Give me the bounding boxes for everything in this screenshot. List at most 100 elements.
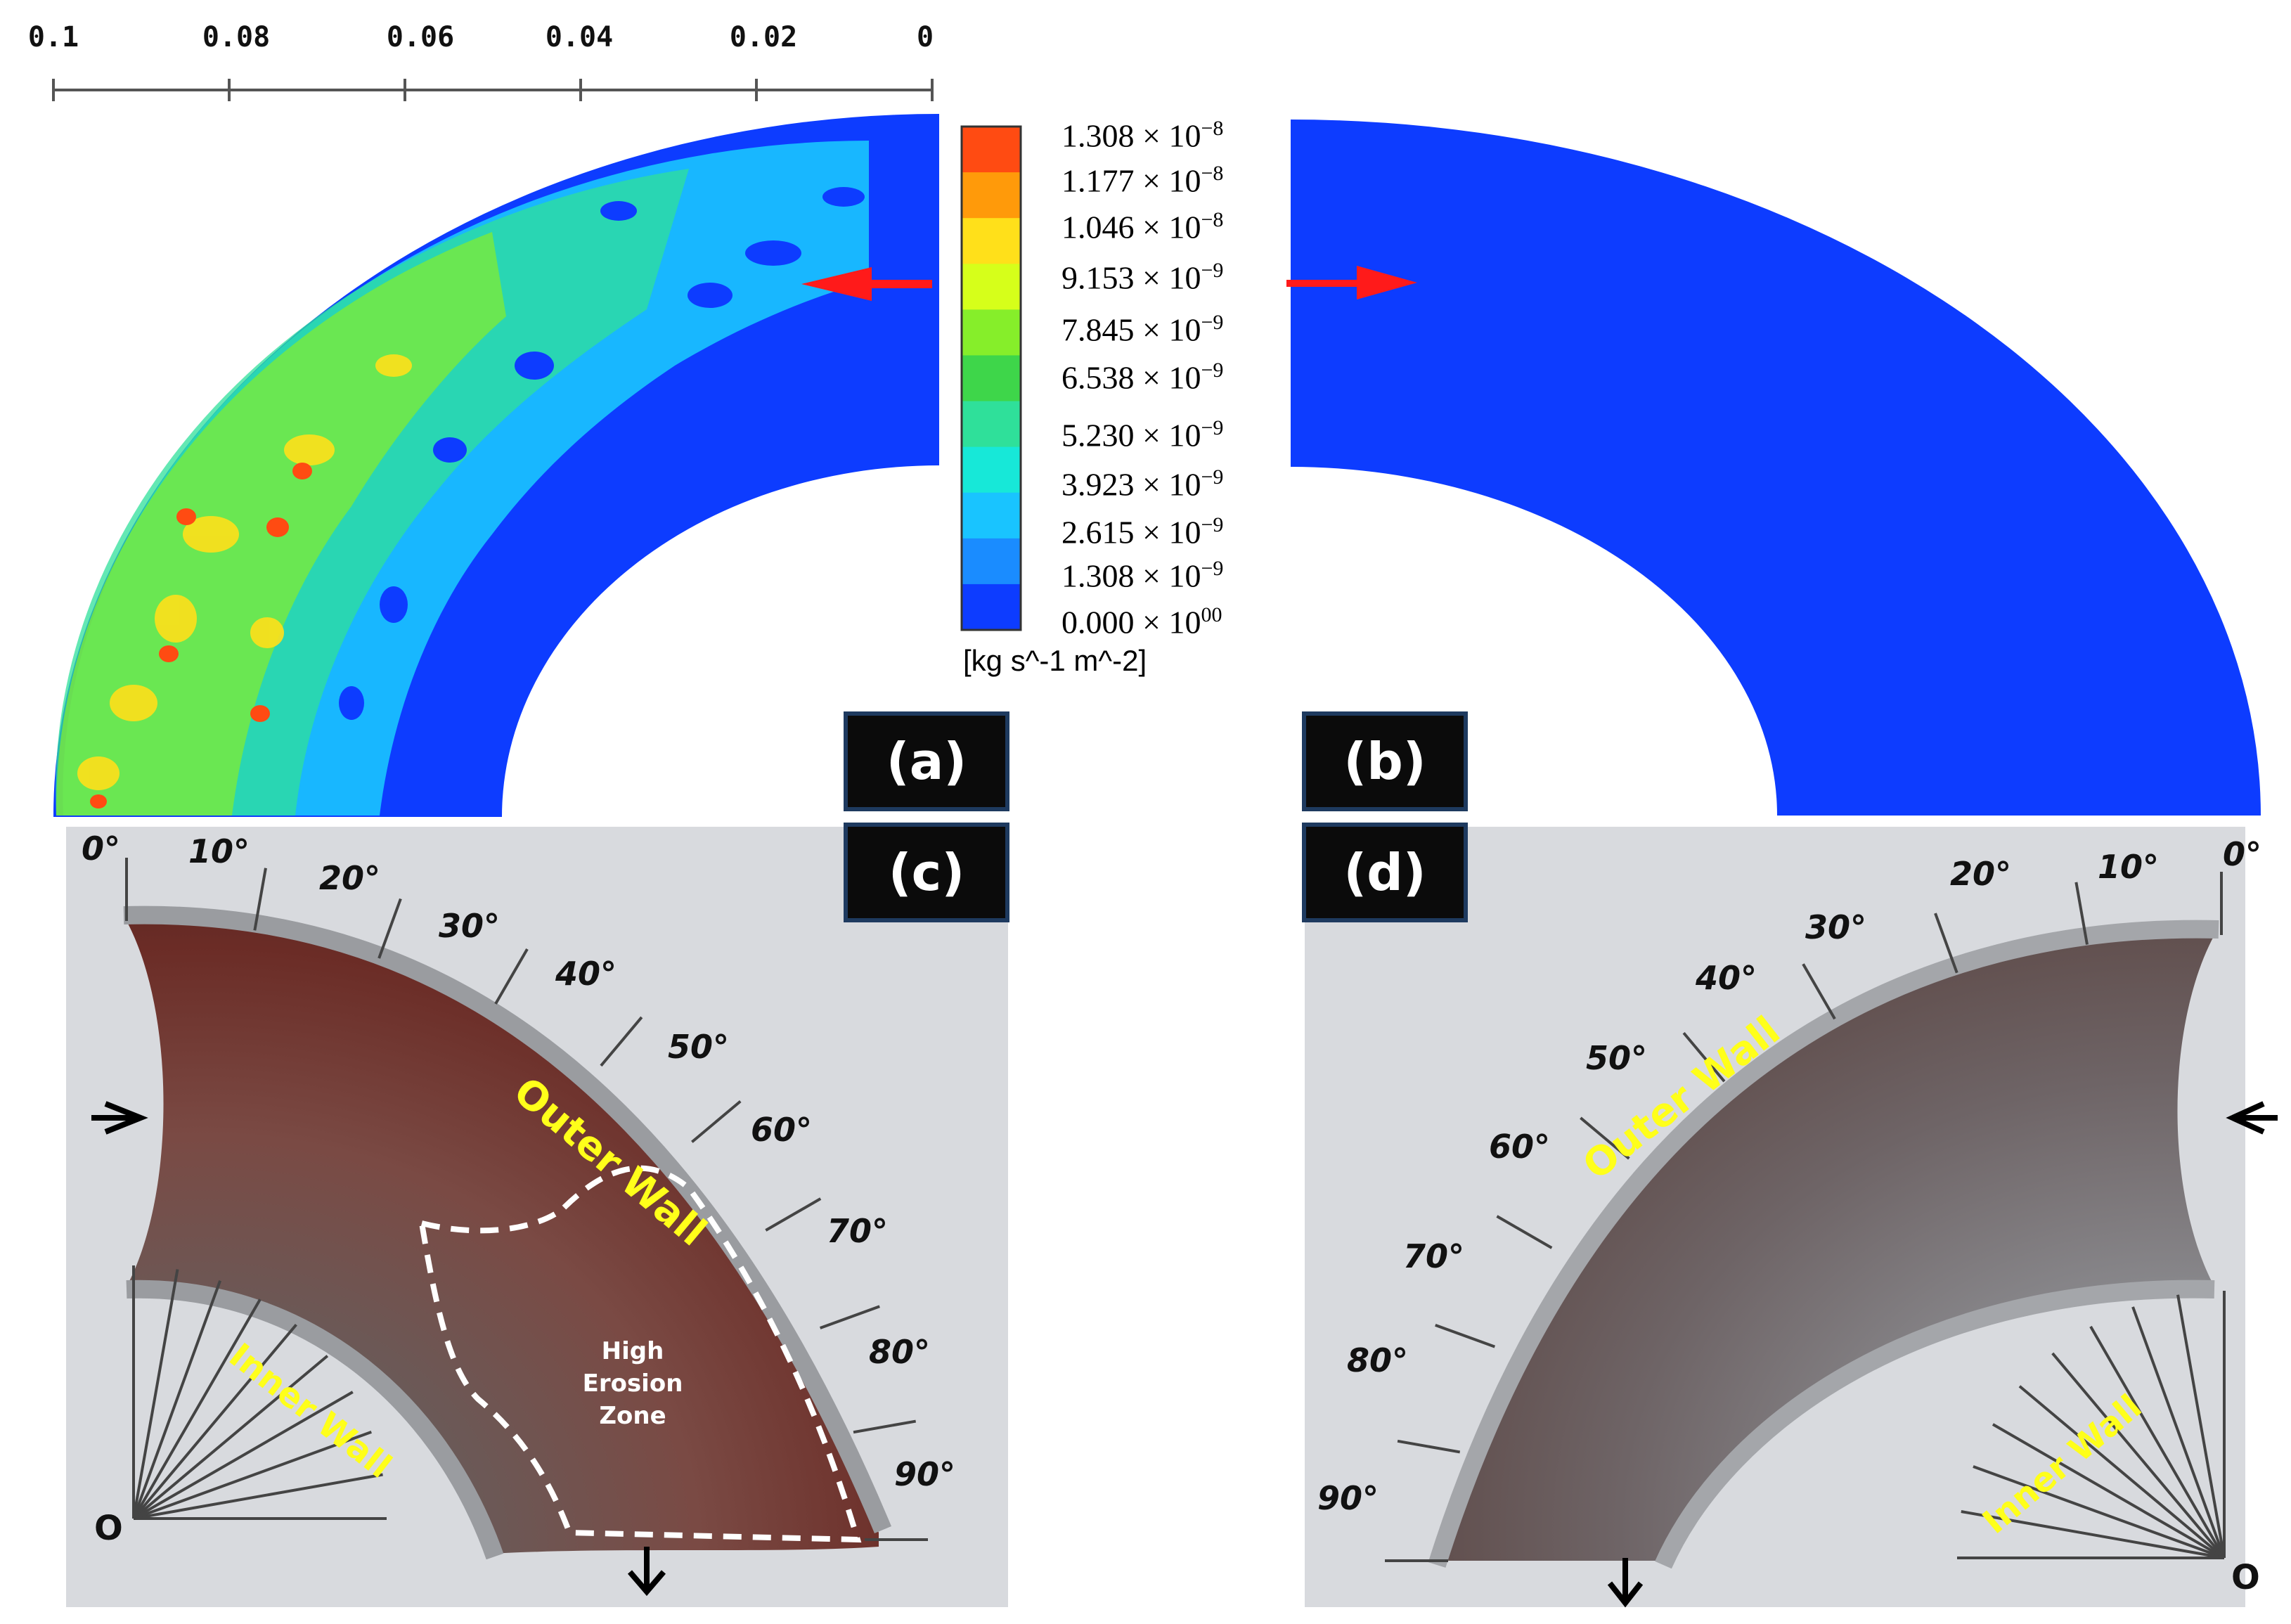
angle-label: 10° — [188, 832, 250, 870]
zone-line-3: Zone — [599, 1401, 666, 1430]
angle-label: 40° — [1696, 959, 1757, 997]
angle-label: 80° — [869, 1333, 931, 1371]
zone-line-1: High — [601, 1337, 664, 1365]
colorbar-label: 5.230 × 10−9 — [1061, 418, 1223, 451]
colorbar — [960, 125, 1022, 631]
angle-label: 0° — [2223, 835, 2262, 873]
angle-tick — [1682, 1031, 1726, 1083]
axis-tick-label: 0.06 — [386, 21, 455, 53]
colorbar-frame — [960, 125, 1022, 631]
colorbar-swatch — [962, 264, 1021, 311]
ray-line — [132, 1269, 179, 1519]
angle-tick — [494, 948, 529, 1005]
angle-label: 30° — [439, 907, 501, 945]
ray-line — [133, 1430, 372, 1520]
colorbar-swatch — [962, 172, 1021, 219]
angle-tick — [2074, 882, 2089, 945]
angle-label: 10° — [2098, 848, 2160, 886]
angle-tick — [853, 1419, 917, 1434]
photo-c — [66, 827, 1008, 1607]
angle-tick — [253, 868, 267, 931]
colorbar-label: 9.153 × 10−9 — [1061, 260, 1223, 294]
colorbar-label: 1.177 × 10−8 — [1061, 163, 1223, 197]
colorbar-swatch — [962, 309, 1021, 356]
colorbar-unit: [kg s^-1 m^-2] — [963, 644, 1147, 677]
colorbar-label: 1.308 × 10−8 — [1061, 118, 1223, 152]
colorbar-label-mantissa: 1.177 × 10 — [1061, 162, 1201, 199]
ray-line — [2089, 1325, 2226, 1559]
ray-line — [2051, 1352, 2226, 1559]
origin-label-c: O — [94, 1509, 123, 1548]
angle-label: 0° — [82, 830, 121, 868]
angle-tick — [1435, 1323, 1496, 1348]
ray-line — [2176, 1294, 2226, 1559]
angle-label: 70° — [827, 1212, 889, 1250]
colorbar-label-exponent: −9 — [1201, 557, 1224, 580]
angle-label: 80° — [1347, 1341, 1409, 1379]
angle-tick — [1496, 1215, 1553, 1249]
angle-label: 30° — [1805, 908, 1867, 946]
angle-label: 90° — [894, 1455, 956, 1493]
colorbar-label-exponent: −9 — [1201, 513, 1224, 536]
axis-tick-label: 0 — [916, 21, 934, 53]
axis-tick-label: 0.08 — [202, 21, 271, 53]
colorbar-label-exponent: 00 — [1201, 603, 1222, 626]
colorbar-swatch — [962, 584, 1021, 631]
angle-label: 20° — [319, 859, 381, 897]
angle-tick — [691, 1100, 742, 1143]
colorbar-label: 7.845 × 10−9 — [1061, 312, 1223, 346]
ray-line — [2131, 1306, 2226, 1559]
angle-tick — [377, 898, 402, 959]
colorbar-label-mantissa: 6.538 × 10 — [1061, 359, 1201, 396]
colorbar-swatch — [962, 218, 1021, 265]
axis-tick-label: 0.1 — [27, 21, 79, 53]
angle-label: 50° — [668, 1028, 730, 1066]
angle-label: 90° — [1317, 1479, 1379, 1517]
colorbar-label-mantissa: 1.046 × 10 — [1061, 209, 1201, 245]
colorbar-label: 6.538 × 10−9 — [1061, 360, 1223, 394]
colorbar-label-mantissa: 1.308 × 10 — [1061, 117, 1201, 154]
colorbar-label-mantissa: 9.153 × 10 — [1061, 259, 1201, 296]
colorbar-label-mantissa: 0.000 × 10 — [1061, 604, 1201, 640]
angle-label: 60° — [1489, 1128, 1551, 1166]
colorbar-label: 1.046 × 10−8 — [1061, 210, 1223, 243]
axis-tick-label: 0.02 — [729, 21, 798, 53]
ray-line — [1961, 1510, 2225, 1559]
angle-tick — [1802, 963, 1836, 1020]
colorbar-label-exponent: −9 — [1201, 259, 1224, 282]
colorbar-swatch — [962, 446, 1021, 494]
ray-line — [132, 1280, 222, 1519]
zone-line-2: Erosion — [582, 1369, 683, 1398]
colorbar-label-mantissa: 3.923 × 10 — [1061, 466, 1201, 503]
axis-tick-label: 0.04 — [545, 21, 614, 53]
origin-label-d: O — [2231, 1558, 2260, 1597]
colorbar-label: 2.615 × 10−9 — [1061, 515, 1223, 548]
angle-label: 20° — [1950, 855, 2012, 893]
panel-label-a: (a) — [844, 711, 1009, 811]
ray-line — [132, 1391, 354, 1520]
colorbar-label-mantissa: 7.845 × 10 — [1061, 311, 1201, 348]
colorbar-swatch — [962, 355, 1021, 402]
colorbar-label: 0.000 × 1000 — [1061, 605, 1222, 638]
angle-label: 40° — [555, 955, 617, 993]
colorbar-swatch — [962, 492, 1021, 539]
angle-label: 50° — [1586, 1039, 1648, 1077]
high-erosion-zone-label: High Erosion Zone — [548, 1336, 717, 1433]
panel-label-d: (d) — [1302, 823, 1468, 922]
colorbar-label-mantissa: 1.308 × 10 — [1061, 558, 1201, 594]
angle-tick — [819, 1305, 880, 1329]
colorbar-label-mantissa: 2.615 × 10 — [1061, 514, 1201, 550]
colorbar-label-exponent: −9 — [1201, 416, 1224, 439]
angle-tick — [600, 1016, 643, 1067]
colorbar-label-mantissa: 5.230 × 10 — [1061, 417, 1201, 453]
colorbar-label-exponent: −8 — [1201, 208, 1224, 231]
colorbar-label-exponent: −9 — [1201, 311, 1224, 334]
ray-line — [132, 1298, 262, 1519]
angle-tick — [1580, 1116, 1630, 1160]
colorbar-swatch — [962, 401, 1021, 448]
ray-line — [132, 1355, 329, 1520]
ray-line — [2018, 1385, 2226, 1559]
panel-label-b: (b) — [1302, 711, 1468, 811]
